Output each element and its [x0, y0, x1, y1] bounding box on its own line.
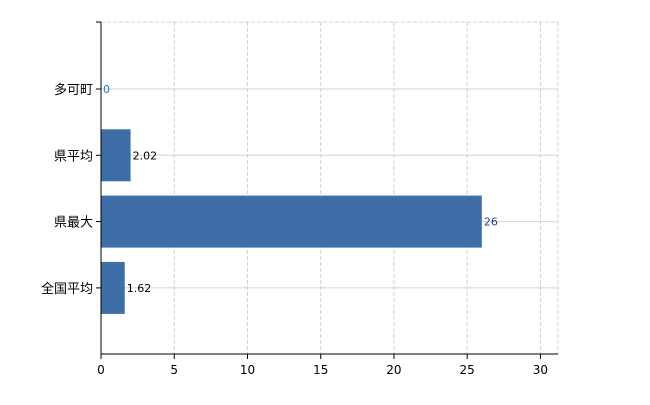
- y-tick-label: 県最大: [54, 216, 93, 231]
- x-tick-label: 25: [460, 363, 475, 377]
- bar-4: [101, 261, 125, 314]
- x-tick-label: 5: [170, 363, 178, 377]
- y-tick-label: 全国平均: [41, 281, 93, 297]
- data-label: 1.62: [127, 282, 152, 295]
- x-tick-label: 10: [240, 363, 255, 377]
- x-tick-label: 20: [386, 363, 401, 377]
- bar-2: [101, 129, 131, 182]
- x-tick-label: 30: [533, 363, 548, 377]
- x-tick-label: 0: [97, 363, 105, 377]
- x-tick-label: 15: [313, 363, 328, 377]
- data-label: 2.02: [133, 149, 158, 162]
- data-label: 26: [484, 216, 498, 229]
- y-tick-label: 多可町: [54, 82, 93, 98]
- data-label: 0: [103, 83, 110, 96]
- y-tick-label: 県平均: [54, 149, 93, 164]
- bar-3: [101, 195, 482, 248]
